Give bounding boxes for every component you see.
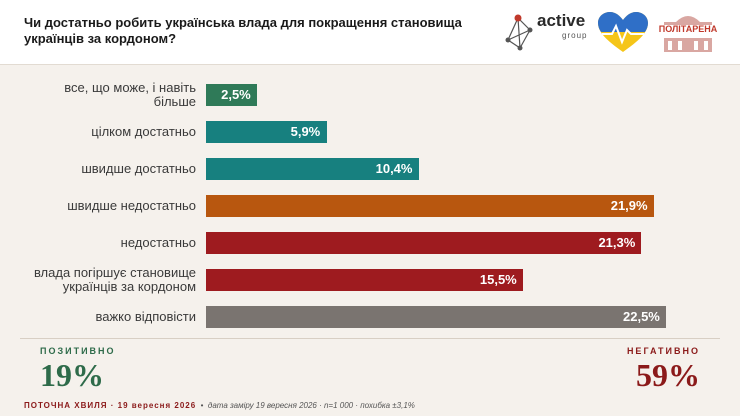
positive-label: ПОЗИТИВНО: [40, 346, 116, 356]
positive-total: 19%: [40, 357, 104, 393]
value-label: 10,4%: [375, 161, 413, 176]
value-label: 5,9%: [290, 124, 321, 139]
bar: [206, 195, 654, 217]
bar: [206, 84, 258, 106]
bar: [206, 158, 419, 180]
value-label: 21,9%: [610, 198, 648, 213]
summary-divider: [20, 338, 720, 339]
footer-wave: ПОТОЧНА ХВИЛЯ · 19 вересня 2026: [24, 401, 197, 410]
category-label: влада погіршує становище українців за ко…: [33, 265, 196, 294]
bar: [206, 269, 523, 291]
category-label: швидше недостатньо: [67, 198, 196, 213]
footer: ПОТОЧНА ХВИЛЯ · 19 вересня 2026 • дата з…: [24, 401, 415, 410]
ukraine-heart-icon: [598, 12, 648, 52]
category-label: швидше достатньо: [81, 161, 196, 176]
category-label: важко відповісти: [95, 309, 196, 324]
value-label: 15,5%: [479, 272, 517, 287]
category-label: недостатньо: [120, 235, 196, 250]
politarena-logo-text: ПОЛІТАРЕНА: [658, 24, 718, 34]
bar: [206, 232, 642, 254]
negative-total: 59%: [636, 357, 700, 393]
active-logo-text: active: [537, 11, 586, 30]
category-label: все, що може, і навіть більше: [64, 80, 196, 109]
chart-title: Чи достатньо робить українська влада для…: [24, 15, 462, 46]
politarena-building-icon: [664, 16, 712, 52]
active-group-logo-icon: [505, 14, 533, 51]
bar: [206, 306, 666, 328]
value-label: 22,5%: [623, 309, 660, 324]
footer-meta: дата заміру 19 вересня 2026 · n=1 000 · …: [207, 401, 415, 410]
negative-label: НЕГАТИВНО: [626, 346, 700, 356]
footer-separator: •: [200, 401, 204, 410]
header: Чи достатньо робить українська влада для…: [0, 0, 740, 64]
value-label: 21,3%: [598, 235, 636, 250]
value-label: 2,5%: [221, 87, 251, 102]
category-label: цілком достатньо: [91, 124, 196, 139]
header-divider: [0, 64, 740, 65]
active-logo-subtext: group: [562, 31, 588, 40]
bar: [206, 121, 327, 143]
